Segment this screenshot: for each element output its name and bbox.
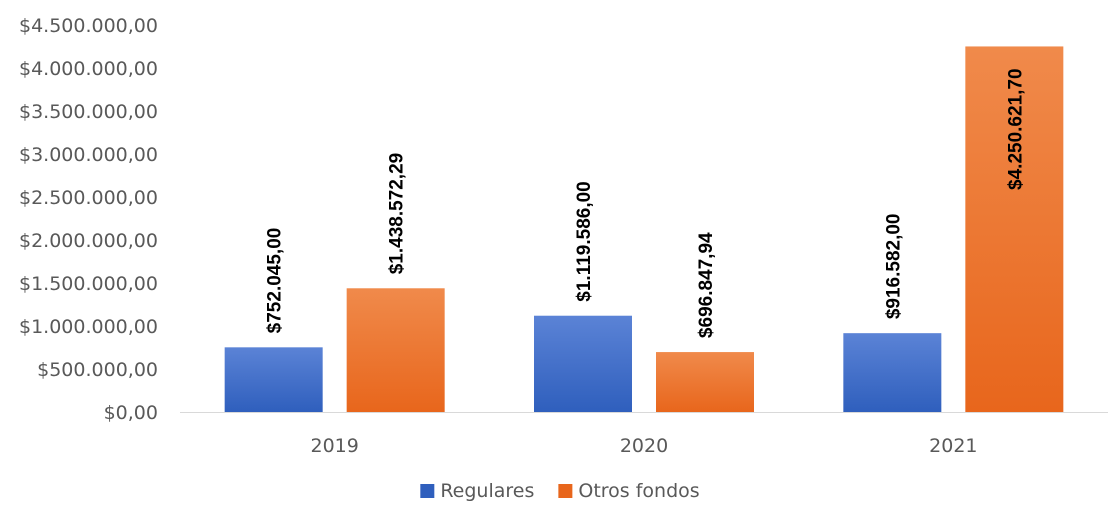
bar-regulares-2021 xyxy=(843,333,942,412)
y-tick-label: $0,00 xyxy=(104,402,158,424)
data-label: $1.438.572,29 xyxy=(387,153,408,275)
x-tick-label: 2019 xyxy=(310,435,358,457)
y-axis: $0,00 $500.000,00 $1.000.000,00 $1.500.000,… xyxy=(19,15,158,424)
y-tick-label: $4.500.000,00 xyxy=(19,15,158,37)
bar-regulares-2019 xyxy=(224,347,323,412)
bar-otros-fondos-2019 xyxy=(346,288,445,412)
x-tick-label: 2021 xyxy=(929,435,977,457)
data-label: $916.582,00 xyxy=(883,214,904,320)
data-label: $4.250.621,70 xyxy=(1005,68,1026,190)
x-axis: 2019 2020 2021 xyxy=(180,412,1108,457)
legend: Regulares Otros fondos xyxy=(420,480,700,502)
legend-label: Otros fondos xyxy=(578,480,699,502)
y-tick-label: $3.000.000,00 xyxy=(19,144,158,166)
y-tick-label: $500.000,00 xyxy=(37,359,158,381)
legend-item-regulares: Regulares xyxy=(420,480,534,502)
bar-otros-fondos-2021 xyxy=(965,46,1064,412)
x-tick-label: 2020 xyxy=(620,435,668,457)
y-tick-label: $3.500.000,00 xyxy=(19,101,158,123)
data-labels: $752.045,00 $1.438.572,29 $1.119.586,00 $69… xyxy=(265,68,1027,338)
y-tick-label: $2.500.000,00 xyxy=(19,187,158,209)
y-tick-label: $1.500.000,00 xyxy=(19,273,158,295)
data-label: $696.847,94 xyxy=(696,232,717,338)
data-label: $752.045,00 xyxy=(265,228,286,334)
bar-regulares-2020 xyxy=(534,315,632,412)
legend-swatch xyxy=(558,484,573,498)
legend-item-otros-fondos: Otros fondos xyxy=(558,480,700,502)
legend-swatch xyxy=(420,484,435,498)
y-tick-label: $4.000.000,00 xyxy=(19,58,158,80)
data-label: $1.119.586,00 xyxy=(574,181,595,301)
bars xyxy=(224,46,1064,412)
bar-otros-fondos-2020 xyxy=(656,352,754,412)
y-tick-label: $1.000.000,00 xyxy=(19,316,158,338)
y-tick-label: $2.000.000,00 xyxy=(19,230,158,252)
legend-label: Regulares xyxy=(440,480,534,502)
